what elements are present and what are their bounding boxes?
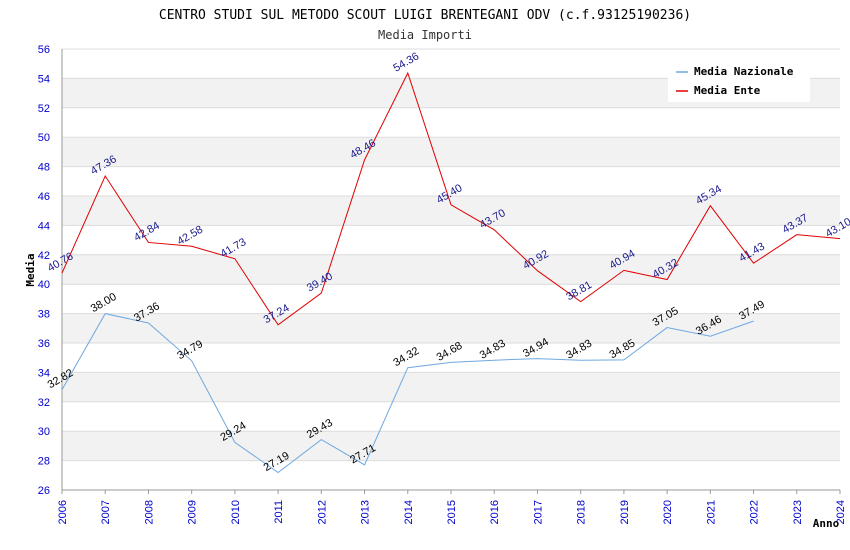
x-tick-label: 2007 bbox=[100, 500, 112, 524]
x-tick-label: 2019 bbox=[619, 500, 631, 524]
y-tick-label: 44 bbox=[38, 220, 50, 232]
grid-band bbox=[62, 372, 840, 402]
y-tick-label: 28 bbox=[38, 456, 50, 468]
x-tick-label: 2014 bbox=[403, 500, 415, 524]
y-tick-label: 48 bbox=[38, 162, 50, 174]
y-tick-label: 56 bbox=[38, 44, 50, 56]
grid-lines bbox=[61, 48, 840, 491]
x-tick-label: 2012 bbox=[316, 500, 328, 524]
chart-subtitle: Media Importi bbox=[378, 28, 472, 42]
y-tick-label: 46 bbox=[38, 191, 50, 203]
y-tick-label: 38 bbox=[38, 309, 50, 321]
x-tick-label: 2020 bbox=[662, 500, 674, 524]
x-tick-label: 2015 bbox=[446, 500, 458, 524]
x-tick-label: 2024 bbox=[835, 500, 847, 524]
y-tick-label: 26 bbox=[38, 485, 50, 497]
grid-bands bbox=[62, 49, 840, 490]
y-tick-label: 30 bbox=[38, 426, 50, 438]
legend-label-ente: Media Ente bbox=[694, 84, 761, 97]
chart-title: CENTRO STUDI SUL METODO SCOUT LUIGI BREN… bbox=[159, 8, 691, 23]
x-axis-label: Anno bbox=[813, 517, 840, 530]
x-tick-label: 2023 bbox=[792, 500, 804, 524]
y-tick-label: 36 bbox=[38, 338, 50, 350]
grid-band bbox=[62, 431, 840, 461]
y-axis-ticks: 26 28 30 32 34 36 38 40 42 44 46 48 50 52 54 56 bbox=[38, 44, 50, 497]
grid-band bbox=[62, 137, 840, 167]
x-tick-label: 2011 bbox=[273, 500, 285, 524]
x-tick-label: 2013 bbox=[360, 500, 372, 524]
x-tick-label: 2009 bbox=[187, 500, 199, 524]
legend: Media Nazionale Media Ente bbox=[668, 60, 810, 102]
x-tick-label: 2006 bbox=[57, 500, 69, 524]
series-line-ente bbox=[61, 71, 841, 326]
grid-band bbox=[62, 196, 840, 226]
x-tick-label: 2022 bbox=[749, 500, 761, 524]
y-tick-label: 42 bbox=[38, 250, 50, 262]
x-tick-label: 2018 bbox=[576, 500, 588, 524]
y-tick-label: 34 bbox=[38, 367, 50, 379]
x-tick-label: 2010 bbox=[230, 500, 242, 524]
x-tick-label: 2017 bbox=[532, 500, 544, 524]
y-tick-label: 32 bbox=[38, 397, 50, 409]
y-tick-label: 52 bbox=[38, 103, 50, 115]
legend-label-nazionale: Media Nazionale bbox=[694, 65, 794, 78]
x-tick-label: 2016 bbox=[489, 500, 501, 524]
series-lines bbox=[61, 71, 841, 474]
y-tick-label: 50 bbox=[38, 132, 50, 144]
y-tick-label: 40 bbox=[38, 279, 50, 291]
x-axis-ticks: 2006 2007 2008 2009 2010 2011 2012 2013 2014 2015… bbox=[57, 490, 847, 524]
grid-band bbox=[62, 313, 840, 343]
y-axis-label: Media bbox=[24, 253, 37, 286]
x-tick-label: 2008 bbox=[143, 500, 155, 524]
x-tick-label: 2021 bbox=[705, 500, 717, 524]
legend-background bbox=[668, 60, 810, 102]
series-line-nazionale bbox=[61, 313, 754, 474]
y-tick-label: 54 bbox=[38, 73, 50, 85]
grid-band bbox=[62, 254, 840, 285]
